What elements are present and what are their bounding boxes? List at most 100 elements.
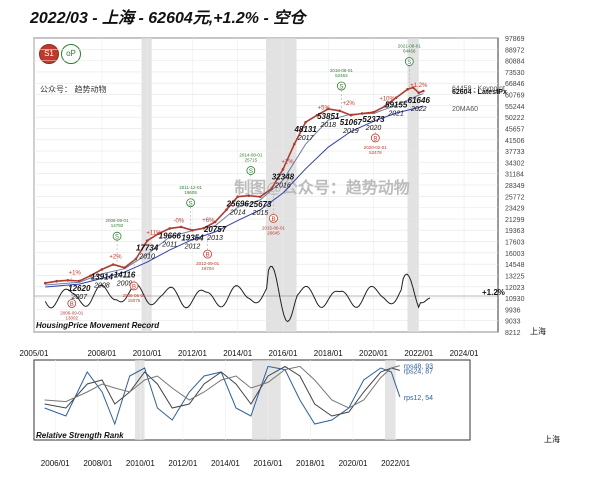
year-label: 2020 [365, 125, 382, 132]
y-tick-label: 17603 [505, 240, 525, 247]
keypoint-label: B [70, 302, 74, 308]
price-point [417, 91, 421, 95]
year-value-label: 20757 [203, 225, 227, 234]
price-point [236, 195, 240, 198]
ma-short-line [45, 93, 424, 286]
rps-series-label: rps48, 93 [404, 364, 433, 371]
price-point [270, 187, 273, 190]
main-chart-title: HousingPrice Movement Record [36, 321, 160, 330]
price-point [134, 257, 138, 261]
chart-title: 2022/03 - 上海 - 62604元,+1.2% - 空仓 [30, 10, 306, 27]
rps-x-tick-label: 2010/01 [126, 459, 155, 468]
price-point [44, 281, 47, 285]
keypoint-value: 26645 [267, 230, 280, 235]
pct-annotation: +1% [69, 270, 82, 276]
wechat-subtitle: 公众号： 趋势动物 [40, 85, 107, 94]
keypoint-date: 2021-08-01 [398, 44, 422, 49]
year-label: 2008 [93, 282, 110, 289]
ma-long-line [45, 105, 424, 288]
price-point [349, 113, 353, 117]
rps-series-label: rps24, 87 [404, 368, 433, 375]
y-tick-label: 97869 [505, 36, 525, 43]
keypoint-marker [203, 249, 213, 259]
price-point [89, 274, 92, 277]
keypoint-label: S [115, 235, 119, 241]
x-tick-label: 2024/01 [450, 349, 479, 358]
y-tick-label: 19363 [505, 228, 525, 235]
keypoint-marker [336, 81, 346, 91]
price-point [77, 279, 81, 283]
rps-x-tick-label: 2014/01 [211, 459, 240, 468]
year-value-label: 48131 [293, 125, 317, 134]
year-label: 2014 [229, 210, 246, 217]
year-value-label: 17734 [136, 244, 159, 253]
year-value-label: 19666 [159, 231, 182, 240]
year-label: 2017 [297, 135, 315, 142]
keypoint-marker [67, 299, 77, 308]
price-point [179, 225, 183, 229]
pct-annotation: +2% [109, 255, 122, 261]
year-value-label: 52373 [362, 115, 385, 124]
keypoint-value: 15075 [128, 298, 141, 303]
price-point [383, 105, 387, 108]
pct-annotation: +5% [318, 105, 331, 111]
price-point [338, 109, 341, 113]
x-tick-label: 2012/01 [178, 349, 207, 358]
keypoint-marker [246, 166, 256, 175]
keypoint-label: S [407, 60, 411, 66]
x-tick-label: 2010/01 [133, 349, 162, 358]
rps-x-tick-label: 2006/01 [41, 459, 70, 468]
pct-annotation: +10% [379, 96, 395, 102]
price-point [292, 142, 296, 146]
price-point [213, 220, 217, 224]
year-label: 2015 [252, 210, 269, 217]
year-label: 2009 [116, 281, 133, 288]
keypoint-marker [129, 281, 139, 291]
price-point [372, 110, 375, 114]
keypoint-date: 2015-08-01 [262, 225, 286, 230]
keypoint-value: 13002 [66, 315, 79, 320]
y-tick-label: 13225 [505, 273, 525, 280]
year-value-label: 12620 [68, 284, 91, 293]
price-point [259, 195, 262, 199]
y-tick-label: 34302 [505, 160, 525, 167]
year-value-label: 32348 [272, 172, 295, 181]
year-value-label: 25696 [226, 200, 250, 209]
pct-annotation: +2% [281, 159, 294, 165]
x-tick-label: 2014/01 [223, 349, 252, 358]
price-point [360, 112, 364, 115]
keypoint-label: S [189, 201, 193, 207]
op-logo: oP [61, 44, 81, 64]
y-tick-label: 55244 [505, 104, 525, 111]
price-point [422, 89, 425, 93]
rps-x-tick-label: 2018/01 [296, 459, 325, 468]
keypoint-value: 25715 [245, 158, 258, 163]
right-annotation: 20MA60 [452, 106, 478, 113]
x-tick-label: 2016/01 [269, 349, 298, 358]
keypoint-value: 19704 [201, 266, 214, 271]
y-tick-label: 31184 [505, 172, 524, 179]
momentum-label: +1.2% [482, 288, 505, 297]
y-tick-label: 16003 [505, 251, 525, 258]
y-tick-label: 28349 [505, 183, 525, 190]
price-point [168, 227, 172, 230]
year-label: 2007 [70, 294, 88, 301]
price-point [394, 96, 398, 100]
y-tick-label: 10930 [505, 296, 525, 303]
price-point [145, 239, 149, 242]
rps-x-tick-label: 2020/01 [339, 459, 368, 468]
year-value-label: 19354 [181, 233, 204, 242]
price-point [202, 226, 206, 230]
price-point [304, 120, 307, 124]
y-tick-label: 73530 [505, 70, 525, 77]
keypoint-marker [186, 198, 196, 208]
price-point [55, 279, 58, 283]
keypoint-date: 2008-09-01 [106, 218, 130, 223]
keypoint-value: 52463 [335, 73, 348, 78]
pct-annotation: +2% [343, 101, 356, 107]
price-point [281, 168, 285, 171]
keypoint-label: B [373, 136, 377, 142]
price-point [326, 107, 330, 111]
y-tick-label: 60769 [505, 93, 525, 100]
rps-series-line [44, 365, 401, 426]
